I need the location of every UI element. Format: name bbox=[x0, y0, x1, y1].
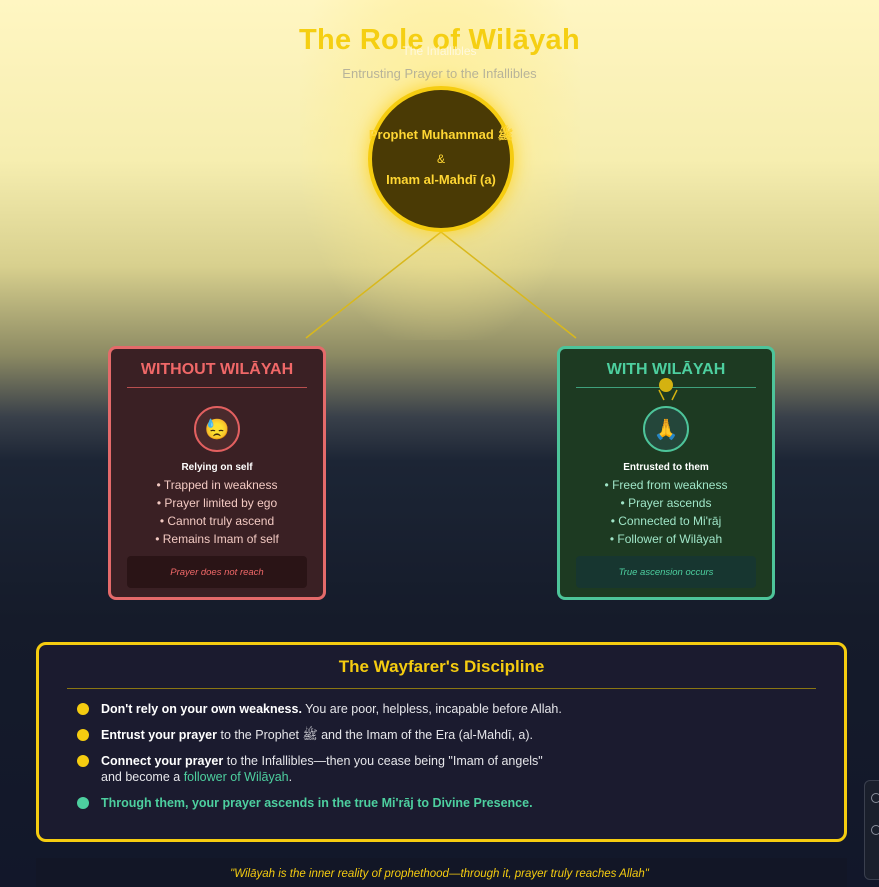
item4-text: Through them, your prayer ascends in the… bbox=[101, 796, 533, 810]
list-item: • Prayer limited by ego bbox=[156, 496, 278, 510]
bullet-dot bbox=[77, 729, 89, 741]
item3-text: to the Infallibles—then you cease being … bbox=[223, 754, 543, 768]
with-wilayah-card: WITH WILĀYAH 🙏 Entrusted to them • Freed… bbox=[557, 346, 775, 600]
closing-quote: "Wilāyah is the inner reality of prophet… bbox=[230, 868, 649, 880]
list-item: • Remains Imam of self bbox=[155, 532, 279, 546]
list-item: • Prayer ascends bbox=[620, 496, 712, 510]
connector-right bbox=[440, 231, 577, 339]
ampersand: & bbox=[436, 152, 445, 166]
infallibles-caption: The Infallibles bbox=[402, 44, 477, 58]
quote-band bbox=[36, 858, 847, 887]
list-item: • Trapped in weakness bbox=[156, 478, 278, 492]
discipline-item-4: Through them, your prayer ascends in the… bbox=[77, 795, 816, 811]
item3-end: . bbox=[288, 770, 293, 784]
without-list: • Trapped in weakness • Prayer limited b… bbox=[127, 476, 307, 548]
with-lead: Entrusted to them bbox=[623, 462, 709, 473]
item3-bold: Connect your prayer bbox=[101, 754, 224, 768]
item3-line2: and become a bbox=[101, 770, 184, 784]
list-item: • Freed from weakness bbox=[604, 478, 728, 492]
discipline-title: The Wayfarer's Discipline bbox=[67, 655, 816, 689]
list-item: • Connected to Mi'rāj bbox=[610, 514, 722, 528]
imam-label: Imam al-Mahdī (a) bbox=[386, 172, 496, 187]
toolbar-circle-icon[interactable] bbox=[871, 825, 879, 835]
item2-text: to the Prophet ﷺ and the Imam of the Era… bbox=[217, 728, 533, 742]
light-rays-icon bbox=[658, 389, 678, 401]
follower-of-wilayah-text: follower of Wilāyah bbox=[183, 770, 289, 784]
with-note: True ascension occurs bbox=[576, 556, 756, 588]
discipline-item-3: Connect your prayer to the Infallibles—t… bbox=[77, 753, 816, 785]
item2-bold: Entrust your prayer bbox=[101, 728, 218, 742]
infallibles-circle: Prophet Muhammad ﷺ & Imam al-Mahdī (a) bbox=[368, 86, 514, 232]
item1-bold: Don't rely on your own weakness. bbox=[101, 702, 302, 716]
praying-hands-icon: 🙏 bbox=[643, 378, 689, 452]
without-card-title: WITHOUT WILĀYAH bbox=[127, 359, 307, 388]
side-toolbar bbox=[864, 780, 879, 880]
tired-face-icon: 😓 bbox=[194, 406, 240, 452]
page-title: The Role of Wilāyah bbox=[299, 24, 580, 56]
praying-hands-glyph: 🙏 bbox=[653, 418, 679, 441]
discipline-item-1: Don't rely on your own weakness. You are… bbox=[77, 701, 816, 717]
bullet-dot bbox=[77, 755, 89, 767]
list-item: • Cannot truly ascend bbox=[159, 514, 275, 528]
without-wilayah-card: WITHOUT WILĀYAH 😓 Relying on self • Trap… bbox=[108, 346, 326, 600]
without-note: Prayer does not reach bbox=[127, 556, 307, 588]
with-list: • Freed from weakness • Prayer ascends •… bbox=[576, 476, 756, 548]
prophet-label: Prophet Muhammad ﷺ bbox=[368, 127, 514, 142]
page-subtitle: Entrusting Prayer to the Infallibles bbox=[342, 66, 537, 81]
discipline-item-2: Entrust your prayer to the Prophet ﷺ and… bbox=[77, 727, 816, 743]
wayfarer-discipline-box: The Wayfarer's Discipline Don't rely on … bbox=[36, 642, 847, 842]
halo-icon bbox=[659, 378, 673, 392]
item1-text: You are poor, helpless, incapable before… bbox=[301, 702, 562, 716]
bullet-dot bbox=[77, 797, 89, 809]
list-item: • Follower of Wilāyah bbox=[609, 532, 723, 546]
toolbar-circle-icon[interactable] bbox=[871, 793, 879, 803]
connector-left bbox=[305, 231, 442, 339]
bullet-dot bbox=[77, 703, 89, 715]
without-lead: Relying on self bbox=[181, 462, 253, 473]
